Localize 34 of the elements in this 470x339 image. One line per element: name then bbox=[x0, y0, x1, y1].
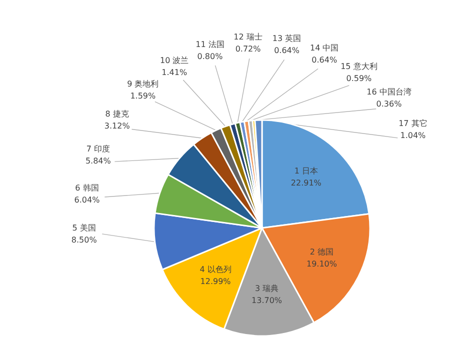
data-label: 3.12% bbox=[104, 122, 130, 131]
slice-label: 9 奥地利 bbox=[127, 80, 159, 89]
data-label: 0.59% bbox=[346, 74, 372, 83]
slice-label: 4 以色列 bbox=[200, 265, 232, 274]
slice-label: 3 瑞典 bbox=[254, 284, 279, 293]
slice-label: 6 韩国 bbox=[75, 183, 99, 192]
data-label: 5.84% bbox=[85, 156, 112, 166]
slice-label: 11 法国 bbox=[196, 40, 224, 50]
slice-label: 7 印度 bbox=[86, 144, 110, 154]
data-label: 1.04% bbox=[400, 130, 426, 140]
data-label: 22.91% bbox=[290, 178, 322, 188]
slice-label: 5 美国 bbox=[72, 223, 96, 232]
slice-label: 8 捷克 bbox=[105, 110, 129, 119]
data-label: 0.64% bbox=[274, 46, 300, 55]
data-label: 6.04% bbox=[74, 195, 100, 204]
data-label: 13.70% bbox=[252, 296, 282, 305]
data-label: 1.41% bbox=[162, 68, 188, 77]
data-label: 19.10% bbox=[306, 259, 338, 268]
slice-label: 16 中国台湾 bbox=[366, 87, 412, 96]
slice-label: 14 中国 bbox=[310, 44, 339, 53]
slice-label: 1 日本 bbox=[294, 166, 318, 176]
data-label: 0.36% bbox=[376, 99, 402, 108]
slice-label: 17 其它 bbox=[398, 118, 428, 128]
data-label: 0.72% bbox=[235, 44, 262, 54]
data-label: 1.59% bbox=[130, 92, 156, 101]
slice-label: 13 英国 bbox=[272, 34, 302, 43]
slice-label: 15 意大利 bbox=[340, 62, 378, 71]
slice-label: 10 波兰 bbox=[160, 56, 189, 65]
slice-label: 2 德国 bbox=[310, 247, 334, 256]
data-label: 0.80% bbox=[197, 52, 224, 62]
slice-label: 12 瑞士 bbox=[234, 32, 262, 42]
data-label: 0.64% bbox=[312, 56, 338, 65]
data-label: 8.50% bbox=[71, 235, 98, 244]
data-label: 12.99% bbox=[200, 277, 232, 286]
